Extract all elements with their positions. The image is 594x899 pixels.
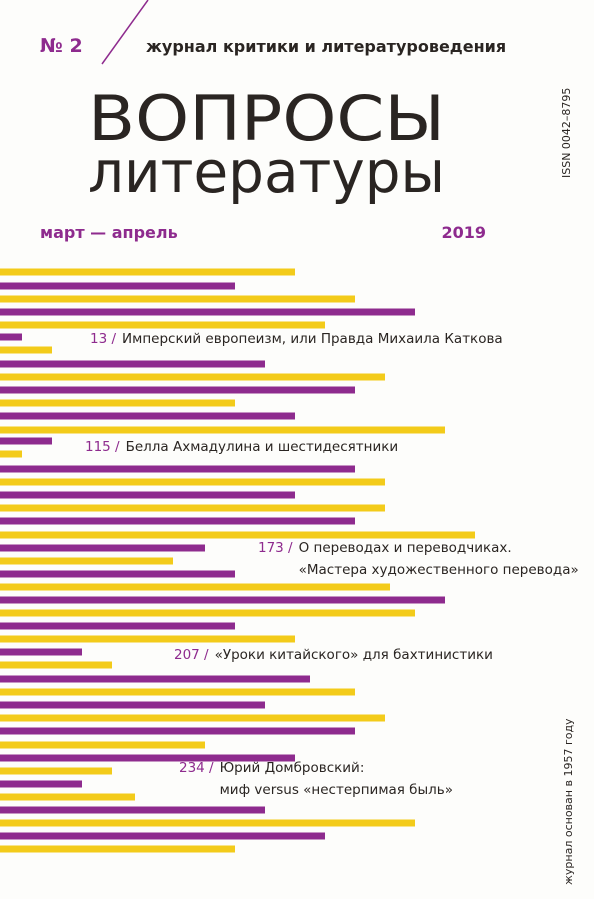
- stripe: [0, 399, 235, 407]
- stripe: [0, 675, 310, 683]
- stripe: [0, 437, 52, 445]
- stripe: [0, 780, 82, 788]
- article-title: Белла Ахмадулина и шестидесятники: [126, 439, 399, 455]
- stripe: [0, 412, 295, 420]
- stripe: [0, 450, 22, 458]
- stripe: [0, 845, 235, 853]
- subtitle: журнал критики и литературоведения: [146, 37, 506, 56]
- stripe: [0, 754, 295, 762]
- article-title: «Мастера художественного перевода»: [299, 562, 579, 578]
- article-title: Юрий Домбровский:: [220, 760, 365, 776]
- stripe: [0, 793, 135, 801]
- stripe: [0, 557, 173, 565]
- stripe: [0, 386, 355, 394]
- title-line2: литературы: [88, 138, 445, 206]
- page-number: 173 /: [258, 540, 293, 556]
- year: 2019: [441, 223, 486, 242]
- issue-number: № 2: [40, 35, 83, 57]
- stripe: [0, 478, 385, 486]
- stripe: [0, 688, 355, 696]
- page-number: 207 /: [174, 647, 209, 663]
- stripe: [0, 622, 235, 630]
- stripe: [0, 321, 325, 329]
- stripe: [0, 832, 325, 840]
- stripe: [0, 308, 415, 316]
- stripe: [0, 661, 112, 669]
- stripe: [0, 701, 265, 709]
- stripe: [0, 806, 265, 814]
- article-title: «Уроки китайского» для бахтинистики: [215, 647, 493, 663]
- contents: 13 / Имперский европеизм, или Правда Миха…: [85, 331, 579, 798]
- stripe: [0, 648, 82, 656]
- page-number: 234 /: [179, 760, 214, 776]
- stripe: [0, 609, 415, 617]
- page-number: 115 /: [85, 439, 120, 455]
- article-title: О переводах и переводчиках.: [299, 540, 512, 556]
- stripe: [0, 333, 22, 341]
- article-title: Имперский европеизм, или Правда Михаила …: [122, 331, 503, 347]
- stripe: [0, 295, 355, 303]
- stripe: [0, 373, 385, 381]
- stripe: [0, 491, 295, 499]
- stripe: [0, 544, 205, 552]
- stripe: [0, 268, 295, 276]
- stripe: [0, 360, 265, 368]
- stripe: [0, 583, 390, 591]
- stripe: [0, 714, 385, 722]
- stripe: [0, 346, 52, 354]
- stripe: [0, 504, 385, 512]
- stripe: [0, 767, 112, 775]
- divider-line: [101, 0, 149, 65]
- decor-bars: [0, 268, 475, 853]
- stripe: [0, 741, 205, 749]
- stripe: [0, 635, 295, 643]
- founded: журнал основан в 1957 году: [562, 718, 575, 885]
- stripe: [0, 531, 475, 539]
- months: март — апрель: [40, 223, 178, 242]
- stripe: [0, 819, 415, 827]
- page-number: 13 /: [90, 331, 116, 347]
- title-line1: ВОПРОСЫ: [88, 82, 445, 155]
- article-title: миф versus «нестерпимая быль»: [220, 782, 453, 798]
- stripe: [0, 570, 235, 578]
- stripe: [0, 282, 235, 290]
- stripe: [0, 596, 445, 604]
- stripe: [0, 727, 355, 735]
- issn: ISSN 0042–8795: [560, 88, 573, 178]
- stripe: [0, 465, 355, 473]
- stripe: [0, 517, 355, 525]
- stripe: [0, 426, 445, 434]
